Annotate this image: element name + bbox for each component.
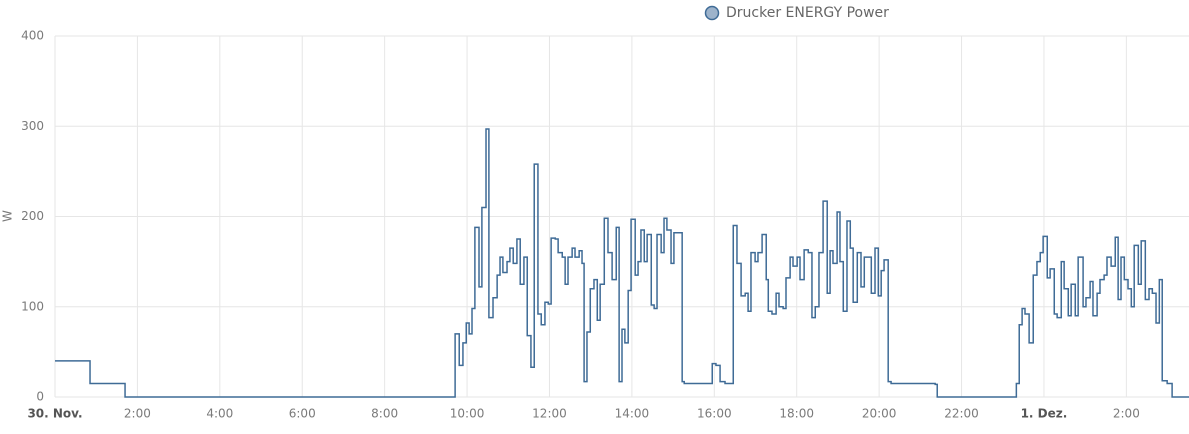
- x-tick-label: 4:00: [206, 407, 233, 421]
- y-tick-label: 200: [21, 209, 44, 223]
- y-tick-label: 300: [21, 119, 44, 133]
- x-tick-label: 12:00: [532, 407, 567, 421]
- x-tick-label: 18:00: [779, 407, 814, 421]
- x-tick-label: 1. Dez.: [1021, 407, 1068, 421]
- x-tick-label: 6:00: [289, 407, 316, 421]
- power-line: [55, 128, 1189, 398]
- x-tick-label: 20:00: [862, 407, 897, 421]
- x-tick-label: 2:00: [1113, 407, 1140, 421]
- x-tick-label: 2:00: [124, 407, 151, 421]
- x-tick-label: 30. Nov.: [27, 407, 82, 421]
- x-tick-label: 14:00: [615, 407, 650, 421]
- y-tick-label: 100: [21, 299, 44, 313]
- y-axis-label: W: [1, 210, 15, 222]
- x-tick-label: 22:00: [944, 407, 979, 421]
- y-tick-label: 400: [21, 29, 44, 43]
- y-tick-label: 0: [36, 390, 44, 404]
- legend-label[interactable]: Drucker ENERGY Power: [726, 5, 889, 21]
- legend-marker[interactable]: [704, 5, 720, 21]
- x-tick-label: 16:00: [697, 407, 732, 421]
- x-tick-label: 10:00: [450, 407, 485, 421]
- x-tick-label: 8:00: [371, 407, 398, 421]
